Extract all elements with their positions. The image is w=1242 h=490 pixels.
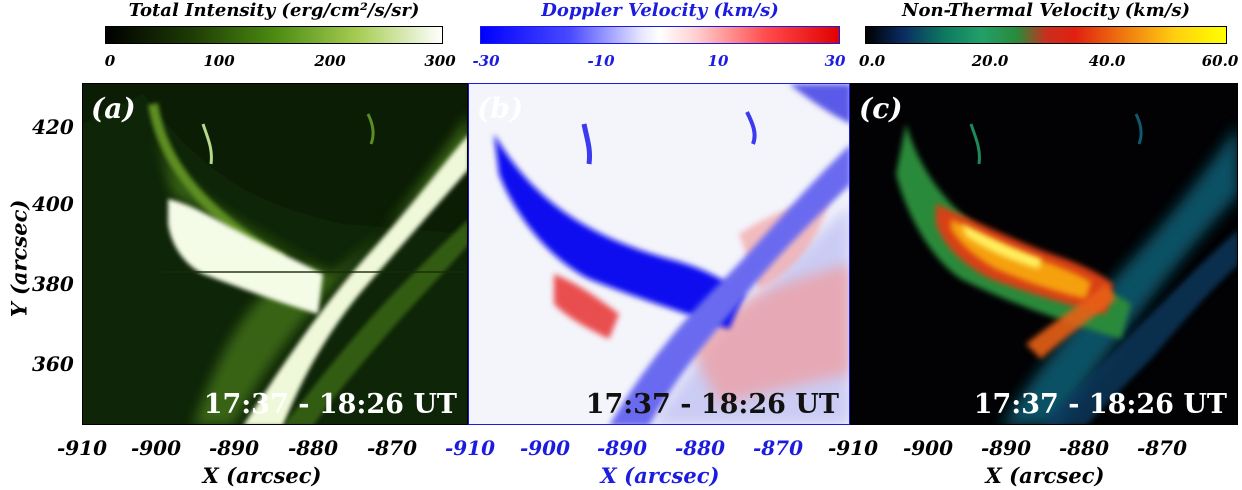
nonthermal-map-image bbox=[851, 84, 1237, 424]
x-tick: -870 bbox=[1136, 436, 1188, 460]
x-tick: -900 bbox=[519, 436, 571, 460]
x-tick: -880 bbox=[287, 436, 339, 460]
panel-c-label: (c) bbox=[859, 92, 903, 125]
x-tick: -910 bbox=[827, 436, 879, 460]
y-tick: 360 bbox=[32, 352, 74, 376]
nonthermal-tick: 0.0 bbox=[858, 52, 886, 70]
intensity-tick: 200 bbox=[314, 52, 346, 70]
doppler-colorbar-title: Doppler Velocity (km/s) bbox=[541, 0, 779, 21]
doppler-map-panel: (b) 17:37 - 18:26 UT bbox=[468, 83, 850, 425]
x-axis-label-b: X (arcsec) bbox=[600, 463, 720, 488]
x-tick: -890 bbox=[980, 436, 1032, 460]
x-tick: -870 bbox=[752, 436, 804, 460]
nonthermal-colorbar-title: Non-Thermal Velocity (km/s) bbox=[902, 0, 1190, 21]
panel-b-time: 17:37 - 18:26 UT bbox=[585, 389, 839, 420]
intensity-map-image bbox=[83, 84, 467, 424]
panel-a-time: 17:37 - 18:26 UT bbox=[203, 389, 457, 420]
x-tick: -890 bbox=[208, 436, 260, 460]
x-tick: -900 bbox=[902, 436, 954, 460]
x-tick: -910 bbox=[444, 436, 496, 460]
y-tick: 420 bbox=[32, 115, 74, 139]
intensity-tick: 0 bbox=[104, 52, 116, 70]
panel-c-time: 17:37 - 18:26 UT bbox=[973, 389, 1227, 420]
intensity-map-panel: (a) 17:37 - 18:26 UT bbox=[82, 83, 468, 425]
intensity-tick: 300 bbox=[424, 52, 456, 70]
doppler-colorbar bbox=[480, 26, 840, 44]
y-axis-label: Y (arcsec) bbox=[6, 199, 32, 318]
y-tick: 380 bbox=[32, 272, 74, 296]
x-tick: -880 bbox=[1058, 436, 1110, 460]
x-tick: -910 bbox=[56, 436, 108, 460]
doppler-tick: -30 bbox=[472, 52, 500, 70]
nonthermal-tick: 60.0 bbox=[1201, 52, 1239, 70]
doppler-tick: -10 bbox=[587, 52, 615, 70]
panel-b-label: (b) bbox=[477, 92, 524, 125]
intensity-colorbar bbox=[105, 26, 443, 44]
x-tick: -870 bbox=[366, 436, 418, 460]
doppler-tick: 30 bbox=[824, 52, 846, 70]
x-axis-label-a: X (arcsec) bbox=[202, 463, 322, 488]
doppler-tick: 10 bbox=[707, 52, 729, 70]
x-tick: -890 bbox=[596, 436, 648, 460]
x-axis-label-c: X (arcsec) bbox=[985, 463, 1105, 488]
nonthermal-map-panel: (c) 17:37 - 18:26 UT bbox=[850, 83, 1238, 425]
doppler-map-image bbox=[469, 84, 849, 424]
x-tick: -880 bbox=[674, 436, 726, 460]
panel-a-label: (a) bbox=[91, 92, 136, 125]
nonthermal-tick: 20.0 bbox=[971, 52, 1009, 70]
intensity-tick: 100 bbox=[203, 52, 235, 70]
y-tick: 400 bbox=[32, 192, 74, 216]
nonthermal-tick: 40.0 bbox=[1088, 52, 1126, 70]
nonthermal-colorbar bbox=[865, 26, 1227, 44]
x-tick: -900 bbox=[130, 436, 182, 460]
intensity-colorbar-title: Total Intensity (erg/cm²/s/sr) bbox=[128, 0, 420, 21]
